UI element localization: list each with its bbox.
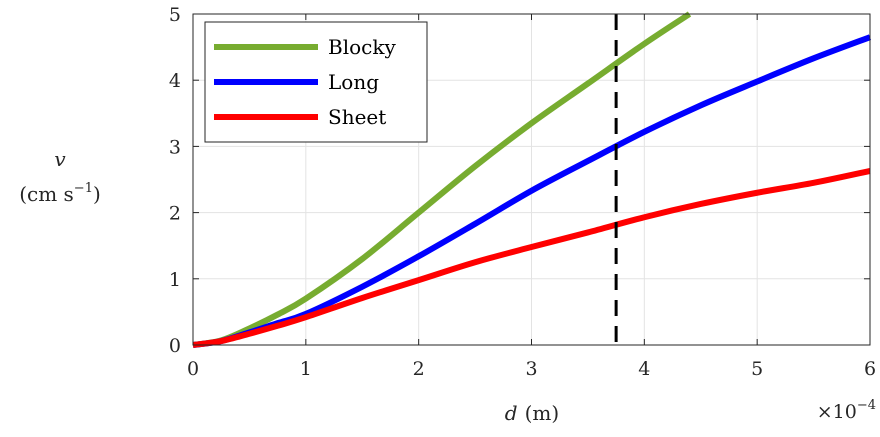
legend-label-long: Long <box>328 70 379 94</box>
y-axis-unit-exponent: −1 <box>74 181 93 196</box>
y-tick-label: 0 <box>169 335 181 357</box>
ticks <box>192 13 871 346</box>
series-line-sheet <box>192 167 871 348</box>
x-multiplier-base: ×10 <box>817 401 857 423</box>
x-tick-label: 4 <box>638 358 650 380</box>
x-tick-label: 6 <box>864 358 876 380</box>
y-axis-unit-base: (cm s <box>19 182 74 206</box>
series-line-blocky <box>192 11 692 348</box>
y-axis-label: v (cm s−1) <box>19 147 101 206</box>
legend: Blocky Long Sheet <box>204 21 428 143</box>
x-axis-variable: d <box>505 401 518 425</box>
legend-label-sheet: Sheet <box>328 105 386 129</box>
x-axis-multiplier: ×10−4 <box>817 398 876 423</box>
y-axis-unit: (cm s−1) <box>19 181 101 206</box>
x-tick-label: 3 <box>525 358 537 380</box>
x-tick-label: 1 <box>300 358 312 380</box>
y-tick-label: 5 <box>169 4 181 26</box>
series-layer <box>192 11 872 348</box>
x-tick-label: 0 <box>187 358 199 380</box>
x-axis-unit: (m) <box>525 401 560 425</box>
y-tick-label: 1 <box>169 269 181 291</box>
y-axis-unit-close: ) <box>93 182 101 206</box>
x-multiplier-exponent: −4 <box>857 398 876 413</box>
y-tick-label: 4 <box>169 70 181 92</box>
y-tick-label: 2 <box>169 203 181 225</box>
x-tick-label: 2 <box>413 358 425 380</box>
x-axis-label: d (m) <box>505 401 559 425</box>
x-tick-label: 5 <box>751 358 763 380</box>
tick-labels: 0 1 2 3 4 5 6 0 1 2 3 4 5 <box>169 4 876 380</box>
legend-items: Blocky Long Sheet <box>214 35 396 129</box>
y-tick-label: 3 <box>169 136 181 158</box>
legend-label-blocky: Blocky <box>328 35 396 59</box>
y-axis-variable: v <box>54 147 66 171</box>
